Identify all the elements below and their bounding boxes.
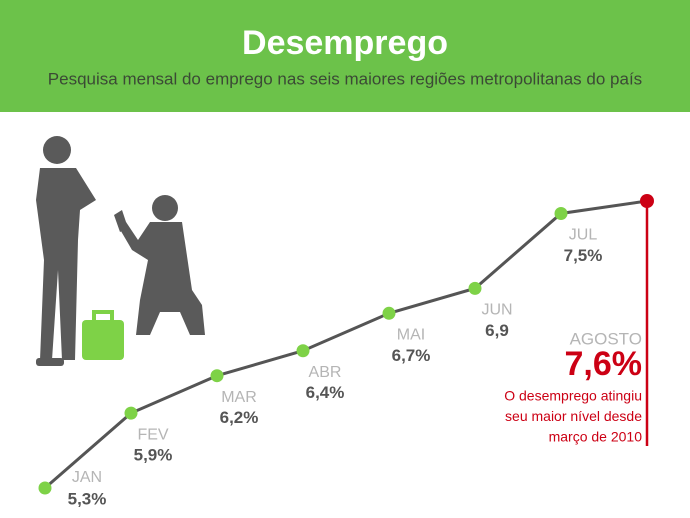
month-label: ABR bbox=[309, 364, 342, 381]
marker bbox=[468, 281, 482, 295]
marker bbox=[640, 194, 654, 208]
chart-subtitle: Pesquisa mensal do emprego nas seis maio… bbox=[48, 69, 642, 88]
marker bbox=[296, 344, 310, 358]
annotation: seu maior nível desde bbox=[505, 408, 642, 424]
briefcase bbox=[82, 310, 124, 360]
value-label: 7,5% bbox=[564, 246, 603, 265]
illustration bbox=[36, 136, 205, 366]
chart-title: Desemprego bbox=[242, 24, 448, 62]
marker bbox=[124, 406, 138, 420]
marker bbox=[38, 481, 52, 495]
annotation: março de 2010 bbox=[549, 429, 643, 445]
value-label: 5,9% bbox=[134, 446, 173, 465]
value-label: 6,9 bbox=[485, 321, 509, 340]
marker bbox=[382, 306, 396, 320]
month-label: MAI bbox=[397, 327, 425, 344]
marker bbox=[210, 369, 224, 383]
value-label: 6,7% bbox=[392, 346, 431, 365]
month-label: AGOSTO bbox=[570, 329, 642, 348]
month-label: JUL bbox=[569, 227, 598, 244]
month-label: FEV bbox=[137, 426, 168, 443]
month-label: JAN bbox=[72, 469, 102, 486]
annotation: O desemprego atingiu bbox=[504, 388, 642, 404]
value-label: 6,2% bbox=[220, 408, 259, 427]
value-label: 5,3% bbox=[68, 489, 107, 508]
marker bbox=[554, 206, 568, 220]
line bbox=[44, 199, 648, 490]
value-label: 7,6% bbox=[565, 345, 643, 383]
month-label: MAR bbox=[221, 389, 257, 406]
month-label: JUN bbox=[481, 302, 512, 319]
header-band bbox=[0, 0, 690, 112]
value-label: 6,4% bbox=[306, 383, 345, 402]
